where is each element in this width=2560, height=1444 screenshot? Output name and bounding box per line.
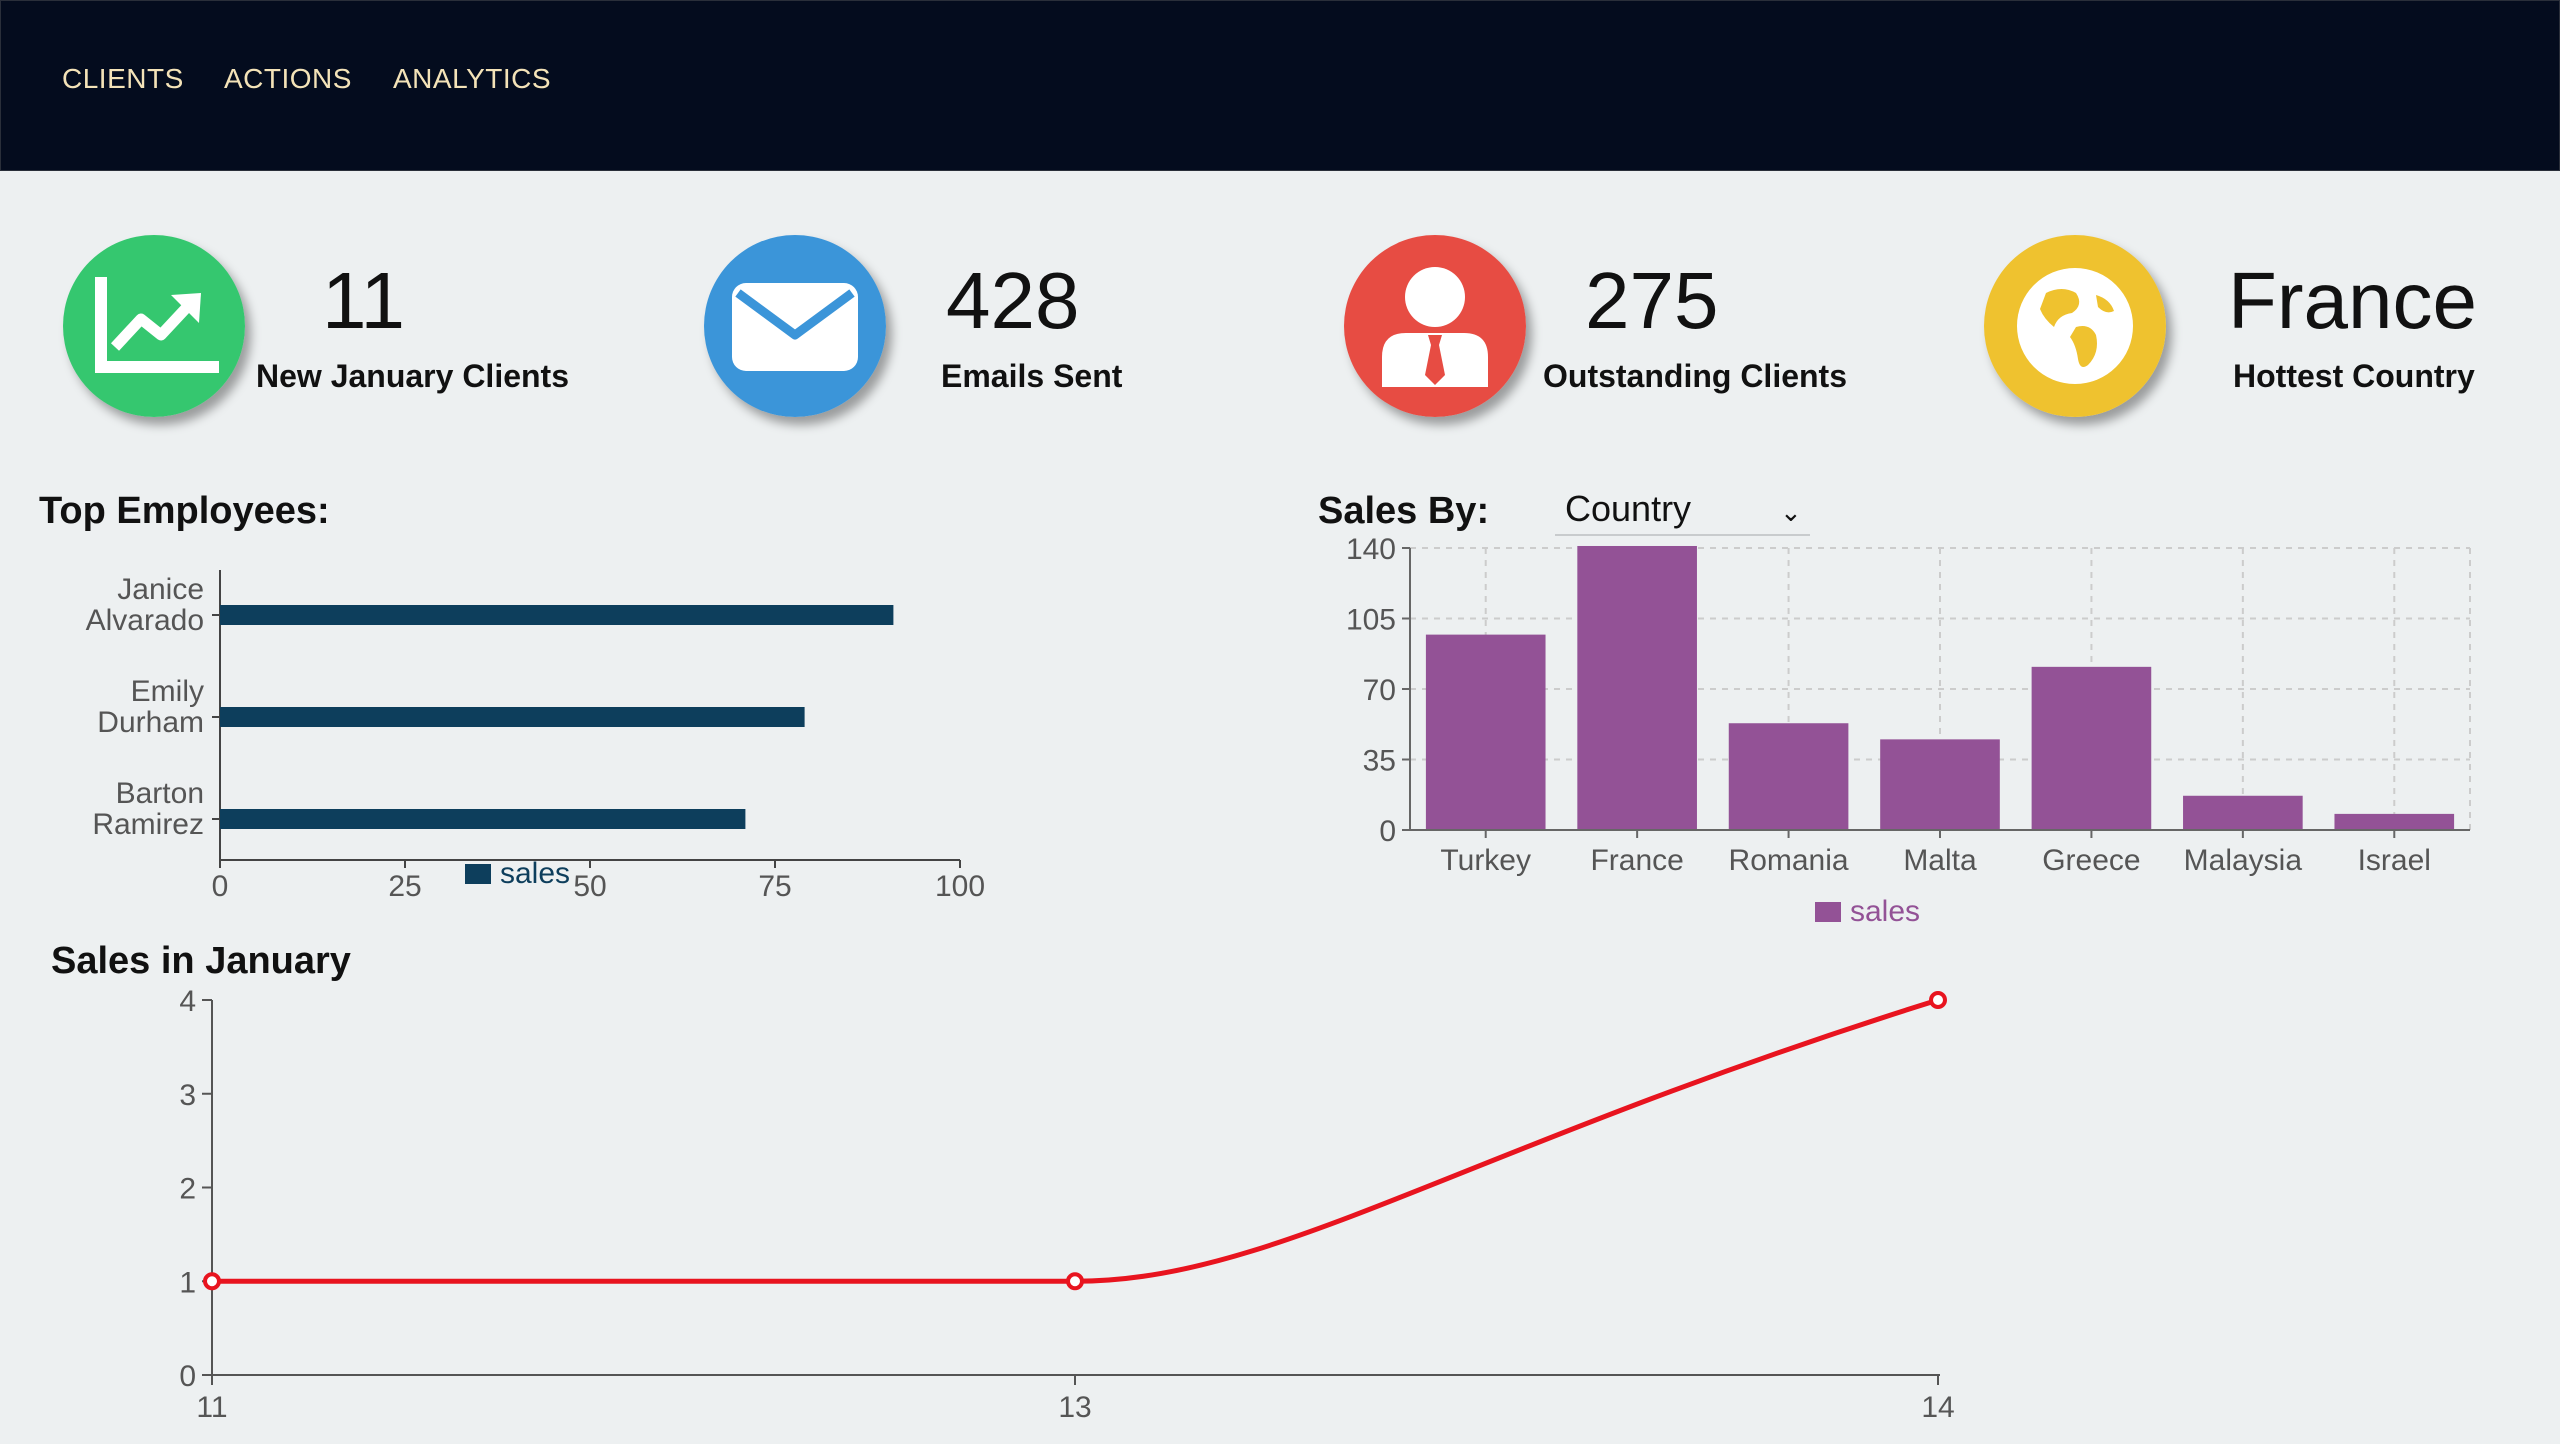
bar bbox=[2031, 666, 2152, 830]
x-tick-label: France bbox=[1590, 844, 1683, 877]
bar bbox=[1880, 739, 2000, 830]
x-tick-label: 14 bbox=[1921, 1391, 1954, 1424]
stat-value: 275 bbox=[1585, 256, 1719, 345]
stat-value: 428 bbox=[946, 256, 1080, 345]
data-point bbox=[1929, 991, 1947, 1009]
nav-clients-link[interactable]: CLIENTS bbox=[62, 63, 184, 94]
sales-january-chart: 0 1 2 3 4 11 13 14 bbox=[179, 985, 1954, 1424]
bar bbox=[220, 707, 805, 727]
bar bbox=[1728, 723, 1849, 830]
bar bbox=[1577, 545, 1697, 830]
data-point bbox=[1066, 1272, 1084, 1291]
chevron-down-icon[interactable]: ⌄ bbox=[1780, 497, 1802, 527]
y-tick-label: 1 bbox=[179, 1266, 196, 1299]
legend-label: sales bbox=[1850, 895, 1920, 928]
data-point bbox=[203, 1272, 221, 1291]
x-tick-label: 13 bbox=[1058, 1391, 1091, 1424]
y-tick-label: Durham bbox=[97, 706, 204, 739]
trending-up-chart-icon bbox=[63, 235, 245, 417]
y-tick-label: Janice bbox=[117, 573, 204, 606]
x-tick-label: 50 bbox=[573, 870, 606, 903]
bar bbox=[220, 605, 894, 625]
x-tick-label: Romania bbox=[1729, 844, 1849, 877]
sales-by-selected-value: Country bbox=[1565, 488, 1692, 529]
x-tick-label: 100 bbox=[935, 870, 985, 903]
y-tick-label: 2 bbox=[179, 1173, 196, 1206]
sales-by-label: Sales By: bbox=[1318, 490, 1490, 532]
x-tick-label: Greece bbox=[2042, 844, 2140, 877]
bar bbox=[2334, 813, 2455, 830]
nav-analytics-link[interactable]: ANALYTICS bbox=[393, 63, 552, 94]
y-tick-label: 0 bbox=[179, 1360, 196, 1393]
top-employees-title: Top Employees: bbox=[39, 490, 330, 532]
nav-actions-link[interactable]: ACTIONS bbox=[224, 63, 352, 94]
top-navbar: CLIENTS ACTIONS ANALYTICS bbox=[0, 0, 2560, 171]
legend-label: sales bbox=[500, 857, 570, 890]
bar bbox=[1425, 634, 1546, 830]
sales-by-dropdown[interactable]: Country bbox=[1555, 488, 1810, 536]
y-tick-label: 0 bbox=[1379, 815, 1396, 848]
y-tick-label: 140 bbox=[1346, 533, 1396, 566]
stat-label: Outstanding Clients bbox=[1543, 358, 1847, 394]
x-tick-label: 25 bbox=[388, 870, 421, 903]
stat-label: Emails Sent bbox=[941, 358, 1123, 394]
y-tick-label: 70 bbox=[1363, 674, 1396, 707]
stat-value: France bbox=[2228, 256, 2477, 345]
x-tick-label: Israel bbox=[2358, 844, 2431, 877]
x-tick-label: Malta bbox=[1903, 844, 1977, 877]
sales-january-title: Sales in January bbox=[51, 940, 351, 982]
series-line bbox=[212, 997, 1939, 1284]
x-tick-label: Turkey bbox=[1440, 844, 1531, 877]
globe-icon bbox=[1984, 235, 2166, 417]
legend-swatch bbox=[1815, 902, 1841, 922]
y-tick-label: 105 bbox=[1346, 604, 1396, 637]
y-tick-label: 3 bbox=[179, 1079, 196, 1112]
envelope-icon bbox=[704, 235, 886, 417]
x-tick-label: 0 bbox=[212, 870, 229, 903]
x-tick-label: Malaysia bbox=[2184, 844, 2303, 877]
y-tick-label: 4 bbox=[179, 985, 196, 1018]
y-tick-label: Alvarado bbox=[86, 604, 204, 637]
stat-label: Hottest Country bbox=[2233, 358, 2475, 394]
legend-swatch bbox=[465, 864, 491, 884]
businessman-icon bbox=[1344, 235, 1526, 417]
bar bbox=[2183, 795, 2303, 830]
bar bbox=[220, 809, 746, 829]
y-tick-label: Emily bbox=[131, 675, 204, 708]
y-tick-label: Ramirez bbox=[92, 808, 204, 841]
sales-by-country-chart: 0 35 70 105 140 Turkey France Romania Malta Greec… bbox=[1346, 533, 2471, 928]
x-tick-label: 11 bbox=[196, 1391, 227, 1424]
y-tick-label: 35 bbox=[1363, 745, 1396, 778]
x-tick-label: 75 bbox=[758, 870, 791, 903]
stat-value: 11 bbox=[322, 256, 406, 345]
stat-label: New January Clients bbox=[256, 358, 569, 394]
y-tick-label: Barton bbox=[116, 777, 204, 810]
